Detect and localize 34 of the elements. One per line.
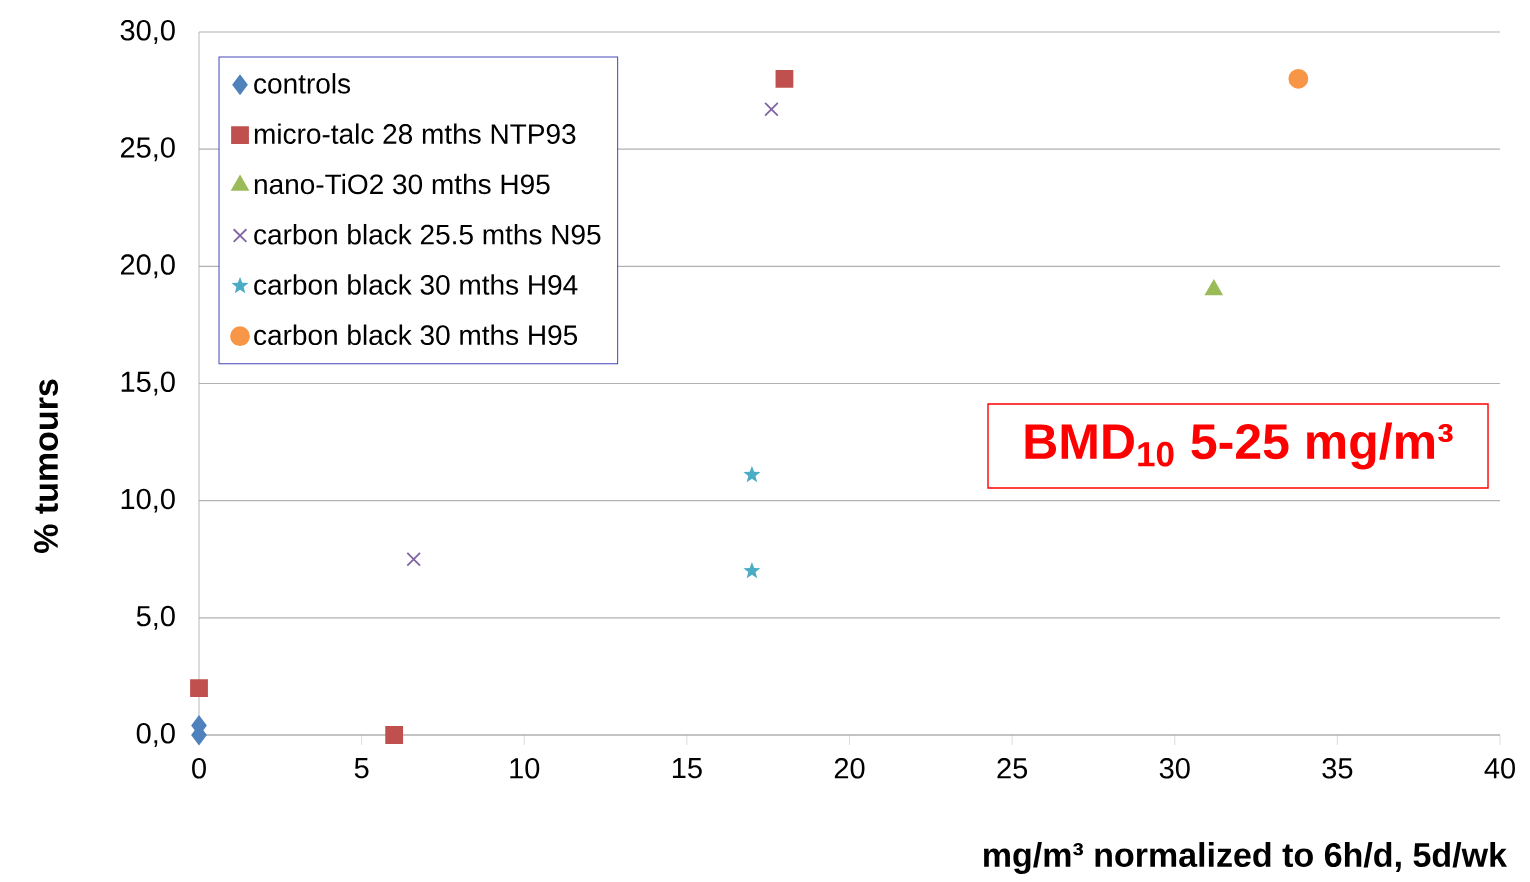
point <box>385 726 404 744</box>
legend-label: carbon black 30 mths H94 <box>254 274 578 295</box>
y-tick-label: 20,0 <box>120 254 175 279</box>
point <box>743 561 761 579</box>
y-tick-label: 30,0 <box>120 20 175 44</box>
point <box>1205 279 1223 296</box>
x-tick-label: 40 <box>1484 758 1515 779</box>
legend-label: carbon black 30 mths H95 <box>254 324 578 346</box>
y-tick-label: 15,0 <box>121 371 175 396</box>
point <box>743 465 761 483</box>
y-tick-label: 25,0 <box>120 137 175 162</box>
annotation: BMD$_{10}$ 5-25 mg/m³ <box>1025 422 1453 470</box>
x-axis-title: mg/m³ normalized to 6h/d, 5d/wk <box>984 842 1507 874</box>
x-tick-label: 0 <box>192 758 206 779</box>
y-tick-label: 10,0 <box>121 488 175 513</box>
y-tick-label: 5,0 <box>136 605 175 630</box>
y-tick-label: 0,0 <box>136 722 175 747</box>
x-tick-label: 35 <box>1322 758 1353 779</box>
point <box>764 102 779 117</box>
x-tick-label: 25 <box>997 758 1028 779</box>
legend-label: controls <box>254 73 351 94</box>
y-axis-title: % tumours <box>34 379 59 553</box>
x-tick-label: 5 <box>354 758 369 779</box>
point <box>775 69 794 88</box>
point <box>190 679 208 698</box>
point <box>1288 68 1309 89</box>
legend-label: carbon black 25.5 mths N95 <box>254 223 601 245</box>
x-tick-label: 20 <box>834 758 865 779</box>
legend-label: micro-talc 28 mths NTP93 <box>254 123 576 144</box>
x-tick-label: 15 <box>672 758 702 779</box>
point <box>406 551 421 567</box>
legend-label: nano-TiO2 30 mths H95 <box>254 173 550 195</box>
x-tick-label: 30 <box>1159 758 1190 779</box>
x-tick-label: 10 <box>510 758 540 779</box>
